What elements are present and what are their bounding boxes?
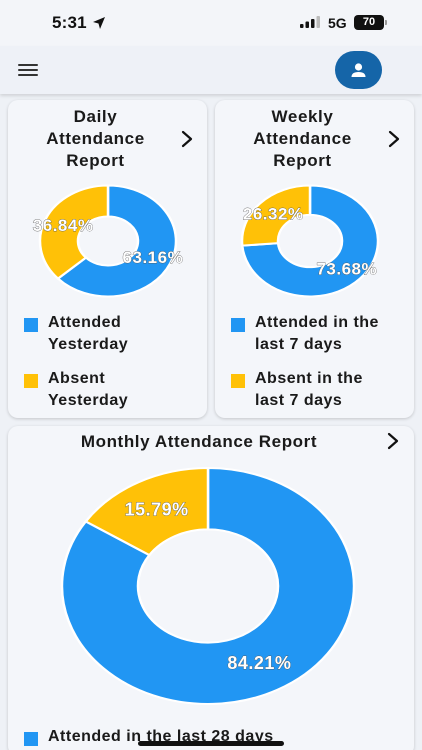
attended-segment [240,184,380,298]
profile-button[interactable] [335,51,382,89]
absent-percent-label: 15.79% [125,500,189,520]
legend-item-absent: Absent Yesterday [24,368,128,412]
chevron-right-icon[interactable] [386,432,400,450]
status-time: 5:31 [52,13,87,32]
daily-title-line2: Attendance [46,129,145,148]
monthly-donut-chart: 84.21% 15.79% [60,466,356,705]
weekly-title-line3: Report [273,151,332,170]
legend-label-line1: Absent in the [255,370,363,387]
app-bar [0,46,422,94]
absent-segment [84,466,210,557]
absent-percent-label: 26.32% [243,204,304,223]
legend-label-line1: Absent [48,370,106,387]
cellular-signal-icon [300,16,320,28]
attended-segment [56,184,178,298]
legend-label-line1: Attended [48,314,122,331]
legend-label: Absent in the last 7 days [255,368,363,412]
daily-attendance-card[interactable]: Daily Attendance Report 63.16% 36.84% Att… [8,100,207,418]
absent-segment [240,184,312,247]
legend-item-attended: Attended in the last 28 days [24,726,274,748]
monthly-card-title: Monthly Attendance Report [80,432,318,451]
weekly-card-title: Weekly Attendance Report [230,106,375,172]
monthly-attendance-card[interactable]: Monthly Attendance Report 84.21% 15.79% A… [8,426,414,750]
legend-label-line2: Yesterday [48,392,129,409]
attended-percent-label: 84.21% [227,653,291,673]
legend-item-absent: Absent in the last 7 days [231,368,363,412]
status-bar: 5:31 5G 70 [0,0,422,46]
weekly-title-line1: Weekly [271,107,334,126]
weekly-title-line2: Attendance [253,129,352,148]
legend-label: Attended in the last 28 days [48,726,274,748]
battery-indicator: 70 [354,15,387,30]
attended-percent-label: 73.68% [316,260,377,279]
legend-swatch-absent [231,374,245,388]
legend-label-line1: Attended in the last 28 days [48,728,274,745]
legend-swatch-attended [24,318,38,332]
hamburger-menu-icon[interactable] [18,64,38,78]
legend-swatch-attended [231,318,245,332]
legend-swatch-attended [24,732,38,746]
legend-label-line2: Yesterday [48,336,129,353]
absent-percent-label: 36.84% [33,216,94,235]
attended-percent-label: 63.16% [123,248,184,267]
daily-title-line1: Daily [73,107,118,126]
chevron-right-icon[interactable] [180,130,194,148]
weekly-attendance-card[interactable]: Weekly Attendance Report 73.68% 26.32% At… [215,100,414,418]
attended-segment [60,466,356,705]
person-icon [351,63,366,77]
absent-segment [38,184,110,281]
home-indicator [138,741,284,746]
legend-label: Attended in the last 7 days [255,312,379,356]
legend-label: Absent Yesterday [48,368,128,412]
network-type: 5G [328,15,347,31]
daily-title-line3: Report [66,151,125,170]
legend-label-line1: Attended in the [255,314,379,331]
daily-donut-chart: 63.16% 36.84% [32,184,183,298]
legend-item-attended: Attended Yesterday [24,312,128,356]
weekly-donut-chart: 73.68% 26.32% [240,184,380,298]
daily-card-title: Daily Attendance Report [23,106,168,172]
legend-label-line2: last 7 days [255,392,343,409]
legend-swatch-absent [24,374,38,388]
legend-label: Attended Yesterday [48,312,128,356]
chevron-right-icon[interactable] [387,130,401,148]
location-arrow-icon [93,17,105,29]
legend-label-line2: last 7 days [255,336,343,353]
legend-item-attended: Attended in the last 7 days [231,312,379,356]
